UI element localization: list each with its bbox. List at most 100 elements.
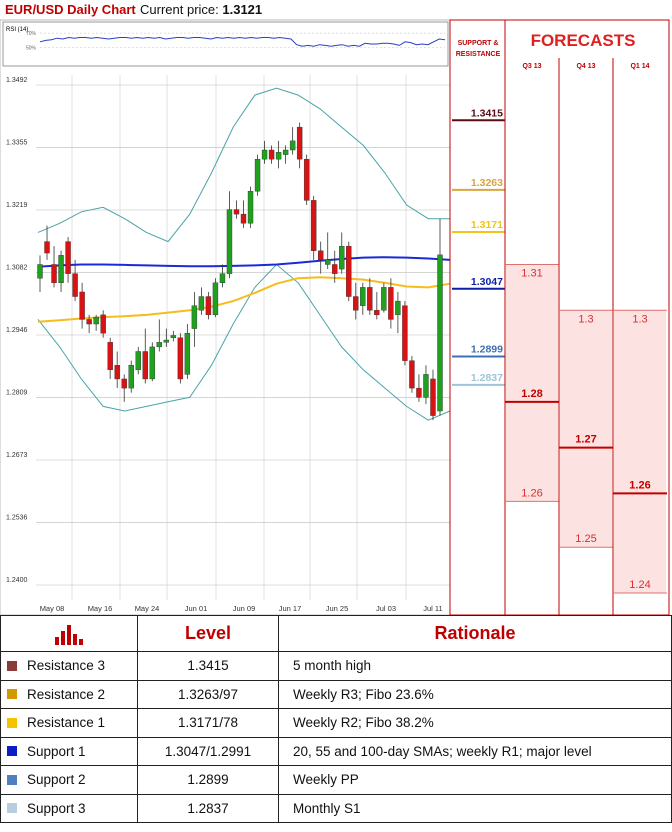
x-tick-label: Jun 01 — [185, 604, 208, 613]
level-name: Support 3 — [27, 800, 86, 816]
candle-body — [395, 300, 401, 316]
rationale-header: Rationale — [278, 615, 672, 652]
x-tick-label: Jun 17 — [279, 604, 302, 613]
level-color-swatch — [7, 717, 17, 728]
candle-body — [121, 378, 127, 389]
sr-level-value: 1.2899 — [471, 344, 503, 356]
chart-area: RSI (14)70% 50% 1.3492 1.3355 1.3219 1.3082 1.… — [0, 19, 670, 615]
candle-body — [346, 245, 352, 297]
candle-body — [58, 255, 64, 284]
candle-body — [282, 149, 289, 155]
candle-body — [409, 360, 415, 389]
forecast-column-label: Q3 13 — [522, 63, 541, 70]
forecast-low-value: 1.25 — [575, 533, 596, 545]
candle-body — [423, 374, 429, 398]
sr-level-value: 1.3047 — [471, 276, 503, 288]
candle-body — [353, 296, 359, 311]
candle-body — [128, 365, 134, 389]
sr-level-value: 1.3415 — [471, 107, 503, 119]
sr-level-value: 1.3171 — [471, 219, 503, 231]
level-value-cell: 1.3263/97 — [137, 679, 279, 709]
x-tick-label: Jul 11 — [423, 604, 442, 613]
candle-body — [114, 365, 120, 380]
forecast-range — [560, 310, 612, 548]
level-value-cell: 1.3171/78 — [137, 708, 279, 738]
candle-body — [437, 254, 443, 412]
level-name: Support 1 — [27, 743, 86, 759]
forecast-title: FORECASTS — [531, 31, 636, 50]
forecast-high-value: 1.31 — [521, 267, 542, 279]
candle-body — [275, 152, 282, 160]
forecast-column-label: Q4 13 — [576, 63, 595, 70]
table-row: Resistance 1 1.3171/78 Weekly R2; Fibo 38.… — [0, 708, 672, 738]
candle-body — [156, 342, 162, 348]
table-row: Support 1 1.3047/1.2991 20, 55 and 100-day… — [0, 736, 672, 766]
candle-body — [86, 319, 92, 325]
candle-body — [381, 287, 387, 311]
y-tick-label: 1.2809 — [6, 390, 28, 397]
candle-body — [72, 273, 78, 297]
rationale-cell: Weekly R2; Fibo 38.2% — [278, 708, 672, 738]
level-value-cell: 1.3415 — [137, 651, 279, 681]
table-row: Resistance 2 1.3263/97 Weekly R3; Fibo 23.… — [0, 679, 672, 709]
candle-body — [374, 310, 380, 316]
forecast-range — [506, 264, 558, 502]
candle-body — [149, 346, 155, 380]
candle-body — [289, 140, 296, 151]
candle-body — [177, 337, 184, 380]
current-price: Current price: 1.3121 — [140, 2, 263, 17]
level-value-cell: 1.2837 — [137, 793, 279, 823]
price-panel-frame — [0, 19, 451, 615]
rsi-line — [39, 36, 446, 47]
level-name-cell: Resistance 1 — [0, 708, 138, 738]
rationale-cell: Weekly PP — [278, 765, 672, 795]
candle-body — [212, 282, 219, 316]
bollinger-upper-line — [37, 87, 450, 243]
level-name-cell: Support 2 — [0, 765, 138, 795]
rationale-cell: Monthly S1 — [278, 793, 672, 823]
level-name-cell: Resistance 2 — [0, 679, 138, 709]
candle-body — [310, 200, 317, 251]
rsi-level-label: 70% — [26, 31, 37, 37]
candle-body — [107, 342, 113, 370]
y-tick-label: 1.3355 — [6, 140, 28, 147]
level-name-cell: Resistance 3 — [0, 651, 138, 681]
candle-body — [79, 291, 85, 320]
candle-body — [318, 250, 324, 261]
x-tick-label: May 24 — [135, 604, 160, 613]
level-name: Resistance 2 — [27, 686, 106, 702]
candle-body — [44, 241, 50, 254]
candle-body — [233, 209, 240, 215]
forecast-column-label: Q1 14 — [630, 63, 649, 70]
candle-body — [416, 387, 422, 398]
candle-body — [332, 264, 338, 274]
y-tick-label: 1.2536 — [6, 515, 28, 522]
candle-body — [296, 126, 303, 160]
level-value-cell: 1.2899 — [137, 765, 279, 795]
forecast-range — [614, 310, 666, 593]
sr-title: SUPPORT & — [458, 40, 499, 47]
forecast-high-value: 1.3 — [578, 313, 593, 325]
candle-body — [261, 149, 268, 160]
rsi-level-label: 50% — [26, 46, 37, 52]
x-tick-label: Jul 03 — [376, 604, 396, 613]
candle-body — [388, 287, 394, 320]
rsi-panel-frame — [2, 21, 449, 67]
rationale-cell: 20, 55 and 100-day SMAs; weekly R1; majo… — [278, 736, 672, 766]
candle-body — [240, 213, 247, 224]
candle-body — [205, 296, 212, 316]
x-tick-label: Jun 09 — [233, 604, 256, 613]
current-price-value: 1.3121 — [222, 2, 263, 17]
level-name: Resistance 1 — [27, 715, 106, 731]
sma-blue-line — [37, 256, 451, 268]
candle-body — [135, 351, 141, 370]
level-name-cell: Support 1 — [0, 736, 138, 766]
chart-title: EUR/USD Daily Chart — [5, 2, 136, 17]
level-color-swatch — [7, 660, 17, 671]
y-tick-label: 1.2673 — [6, 452, 28, 459]
level-color-swatch — [7, 803, 17, 814]
candle-body — [163, 339, 170, 343]
candle-body — [402, 305, 408, 361]
level-color-swatch — [7, 746, 17, 757]
sr-level-value: 1.3263 — [471, 177, 503, 189]
